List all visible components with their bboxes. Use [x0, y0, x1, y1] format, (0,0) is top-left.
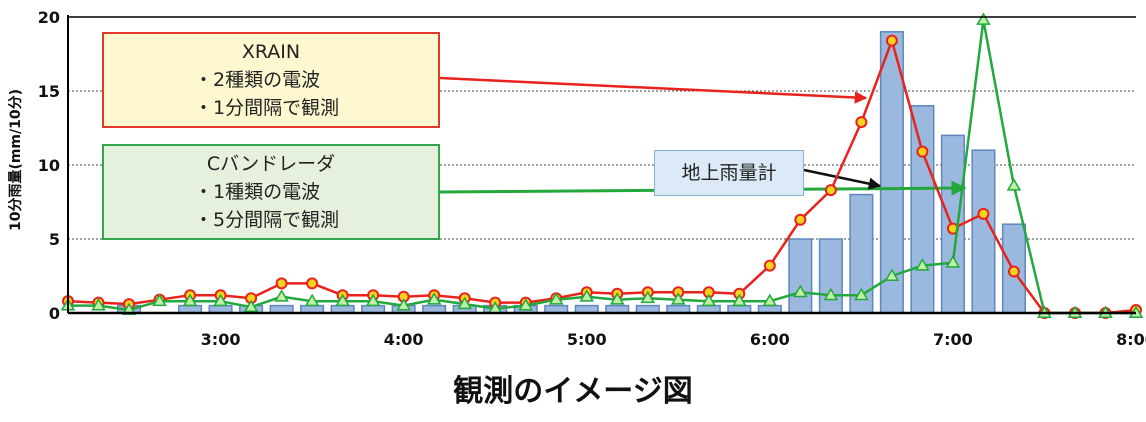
cband-point: [732, 293, 747, 307]
xrain-point: [794, 213, 807, 226]
cband-point: [670, 292, 686, 305]
figure-caption: 観測のイメージ図: [453, 374, 693, 409]
xrain-line1: ・2種類の電波: [194, 69, 321, 91]
cband-point: [365, 293, 381, 307]
xrain-point: [763, 259, 776, 272]
cband-point: [945, 255, 961, 268]
y-tick-label: 15: [38, 82, 60, 101]
xrain-point: [1007, 265, 1020, 278]
cband-point: [457, 296, 472, 310]
cband-point: [304, 293, 320, 307]
xrain-point: [855, 116, 868, 129]
cband-point: [335, 293, 350, 307]
xrain-point: [275, 277, 288, 290]
cband-point: [426, 292, 442, 305]
cband-annotation-box: Cバンドレーダ ・1種類の電波 ・5分間隔で観測: [102, 144, 440, 240]
cband-point: [243, 299, 259, 313]
series-line: [68, 19, 1136, 315]
cband-line2: ・5分間隔で観測: [194, 209, 340, 231]
x-tick-label: 8:00: [1116, 330, 1146, 349]
cband-point: [91, 298, 106, 311]
gauge-bar: [971, 149, 996, 314]
x-tick-label: 3:00: [201, 330, 241, 349]
xrain-point: [824, 184, 837, 197]
cband-point: [884, 268, 900, 281]
x-tick-label: 4:00: [384, 330, 424, 349]
xrain-point: [885, 34, 898, 47]
axes: [67, 15, 1136, 315]
cband-point: [274, 289, 289, 302]
cband-point: [915, 258, 930, 271]
cband-point: [823, 287, 839, 301]
y-tick-label: 20: [38, 8, 60, 27]
cband-point: [976, 12, 991, 25]
cband-point: [579, 289, 595, 302]
gauge-arrow: [803, 168, 882, 190]
cband-point: [854, 287, 869, 301]
xrain-title: XRAIN: [241, 41, 301, 63]
x-tick-label: 7:00: [933, 330, 973, 349]
tick-labels: 0 5 10 15 20 3:00 4:00 5:00 6:00 7:00 8:00: [38, 8, 1146, 349]
xrain-point: [916, 145, 929, 158]
cband-point: [548, 292, 564, 305]
x-tick-label: 5:00: [567, 330, 607, 349]
xrain-point: [977, 207, 990, 220]
cband-point: [640, 290, 656, 304]
cband-point: [1006, 178, 1022, 191]
cband-point: [762, 293, 778, 307]
gauge-bar: [818, 238, 843, 314]
cband-point: [396, 298, 411, 311]
cband-point: [609, 292, 625, 305]
cband-point: [518, 298, 534, 311]
cband-point: [152, 293, 167, 307]
y-tick-label: 0: [49, 304, 60, 323]
y-tick-label: 5: [49, 230, 60, 249]
x-tick-label: 6:00: [750, 330, 790, 349]
cband-line1: ・1種類の電波: [194, 181, 321, 203]
y-tick-label: 10: [38, 156, 60, 175]
gauge-bar: [910, 105, 935, 314]
cband-point: [182, 293, 198, 307]
series-lines: [60, 12, 1144, 319]
xrain-annotation-box: XRAIN ・2種類の電波 ・1分間隔で観測: [102, 32, 440, 128]
cband-point: [793, 284, 808, 298]
xrain-line2: ・1分間隔で観測: [194, 97, 340, 119]
cband-point: [213, 293, 228, 307]
cband-title: Cバンドレーダ: [206, 153, 336, 175]
gauge-bar: [788, 238, 813, 314]
y-axis-label: 10分雨量(mm/10分): [8, 89, 24, 231]
xrain-arrow: [439, 76, 868, 104]
xrain-point: [306, 277, 319, 290]
gauge-label-box: 地上雨量計: [654, 150, 804, 196]
cband-point: [701, 293, 717, 307]
rainfall-chart: 0 5 10 15 20 3:00 4:00 5:00 6:00 7:00 8:00 10分雨量(m…: [8, 8, 1146, 349]
